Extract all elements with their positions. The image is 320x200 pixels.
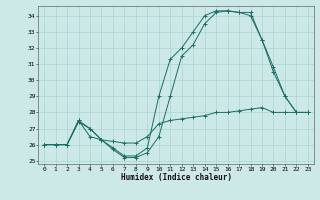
X-axis label: Humidex (Indice chaleur): Humidex (Indice chaleur) [121, 173, 231, 182]
